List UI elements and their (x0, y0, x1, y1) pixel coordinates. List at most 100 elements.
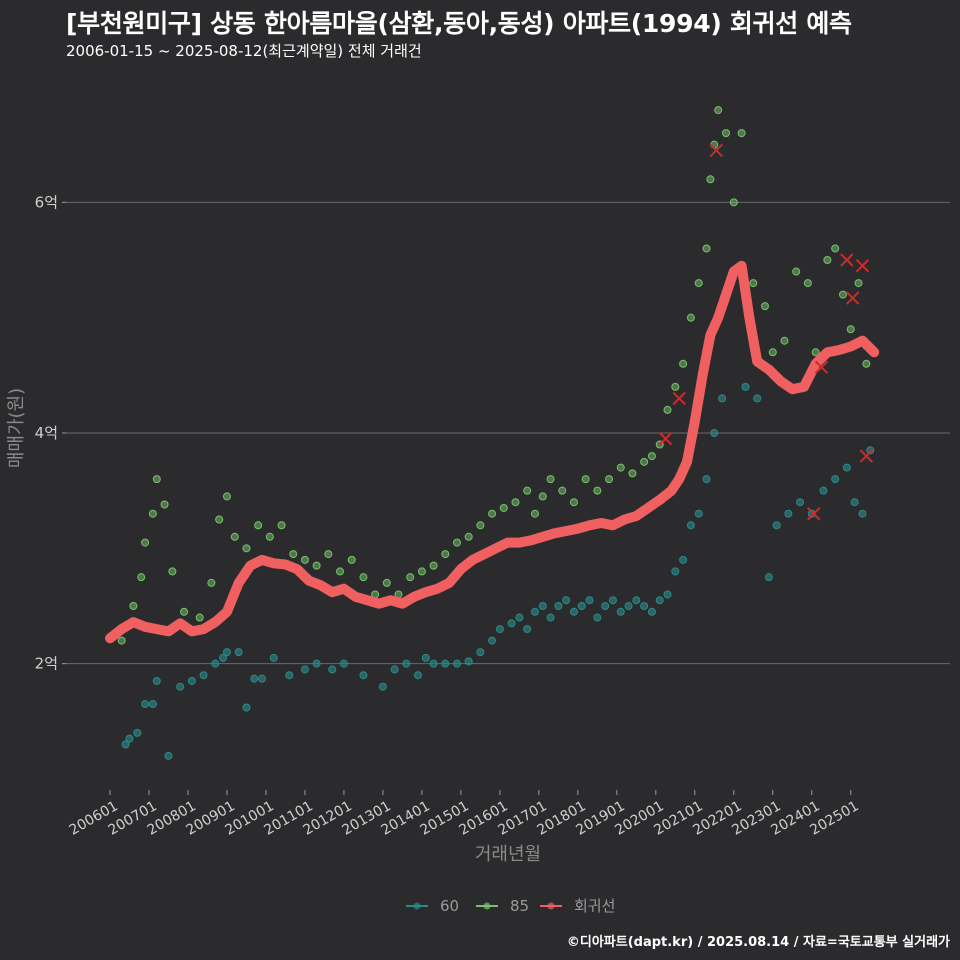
prediction-marker-stroke (709, 143, 723, 158)
y-tick-label: 6억 (35, 193, 58, 211)
series-60-point (679, 555, 688, 564)
series-60-point (772, 521, 781, 530)
series-60-points (121, 382, 875, 760)
series-85-point (242, 544, 251, 553)
series-60-point (741, 382, 750, 391)
series-60-point (328, 665, 337, 674)
legend-label: 60 (440, 897, 459, 915)
series-85-point (152, 475, 161, 484)
series-60-point (569, 607, 578, 616)
legend-item-0: 60 (406, 897, 459, 915)
series-85-point (117, 636, 126, 645)
series-60-point (608, 596, 617, 605)
series-85-point (702, 244, 711, 253)
series-85-point (823, 256, 832, 264)
series-60-point (125, 734, 134, 743)
series-85-point (523, 486, 532, 495)
series-85-point (417, 567, 426, 576)
series-85-point (476, 521, 485, 530)
prediction-marker (814, 360, 829, 374)
series-60-point (464, 657, 473, 666)
series-85-point (230, 532, 239, 541)
series-85-point (160, 500, 169, 509)
chart-title: [부천원미구] 상동 한아름마을(삼환,동아,동성) 아파트(1994) 회귀선… (66, 9, 852, 38)
legend-item-2: 회귀선 (540, 897, 615, 915)
series-85-point (546, 475, 555, 484)
series-85-point (581, 475, 590, 484)
series-85-point (811, 348, 820, 357)
series-60-point (764, 573, 773, 582)
series-60-point (359, 671, 368, 680)
series-60-point (414, 671, 422, 680)
series-60-point (819, 486, 828, 495)
series-85-point (464, 532, 473, 541)
prediction-marker (855, 259, 870, 273)
series-85-point (760, 302, 769, 311)
series-60-point (148, 700, 157, 709)
series-85-point (714, 106, 723, 115)
series-60-point (378, 682, 387, 691)
prediction-marker-stroke (807, 507, 821, 521)
series-85-point (686, 313, 695, 322)
prediction-marker (840, 253, 854, 267)
series-85-point (129, 602, 138, 610)
series-60-point (702, 475, 711, 484)
series-60-point (390, 665, 399, 674)
series-85-point (141, 538, 150, 547)
legend-item-1: 85 (476, 897, 529, 915)
series-85-point (530, 509, 539, 518)
series-60-point (250, 674, 259, 683)
source-caption: ©디아파트(dapt.kr) / 2025.08.14 / 자료=국토교통부 실… (566, 935, 950, 950)
x-axis-ticks: 2006012007012008012009012010012011012012… (67, 790, 862, 839)
series-85-point (694, 279, 703, 288)
series-85-point (289, 550, 298, 559)
series-60-point (585, 596, 594, 605)
series-60-point (866, 446, 875, 455)
series-85-point (452, 538, 461, 547)
series-60-point (554, 602, 563, 610)
series-60-point (234, 648, 243, 657)
regression-line-path (105, 260, 880, 644)
series-85-point (538, 492, 547, 501)
series-60-point (402, 659, 411, 668)
series-60-point (530, 607, 539, 616)
series-85-point (441, 550, 450, 559)
legend-swatch-dot (483, 902, 491, 910)
series-60-point (476, 648, 485, 657)
series-60-point (577, 602, 586, 610)
series-60-point (694, 509, 703, 518)
series-85-point (265, 532, 274, 541)
chart-subtitle: 2006-01-15 ~ 2025-08-12(최근계약일) 전체 거래건 (66, 42, 422, 60)
series-85-point (254, 521, 263, 530)
series-60-point (632, 596, 641, 605)
series-60-point (258, 674, 267, 683)
series-85-point (838, 290, 847, 299)
prediction-marker-stroke (814, 360, 829, 374)
series-85-point (616, 463, 625, 472)
series-60-point (655, 596, 664, 605)
series-85-point (862, 359, 871, 368)
prediction-marker (672, 391, 686, 406)
series-60-point (624, 602, 633, 610)
series-85-point (277, 521, 286, 530)
prediction-marker (709, 143, 723, 158)
series-60-point (441, 659, 450, 668)
series-85-points (117, 106, 871, 645)
series-85-point (803, 279, 812, 288)
series-60-point (164, 751, 173, 760)
series-85-point (195, 613, 204, 622)
series-85-point (558, 486, 567, 495)
prediction-marker (807, 507, 821, 521)
series-60-point (686, 521, 695, 530)
series-85-point (312, 561, 321, 570)
prediction-marker-stroke (840, 253, 854, 267)
series-85-point (324, 550, 333, 559)
series-85-point (679, 359, 688, 368)
legend-label: 85 (510, 897, 529, 915)
series-60-point (601, 602, 610, 610)
series-85-point (222, 492, 231, 501)
series-60-point (616, 607, 625, 616)
series-85-point (499, 503, 508, 512)
series-60-point (121, 740, 130, 749)
